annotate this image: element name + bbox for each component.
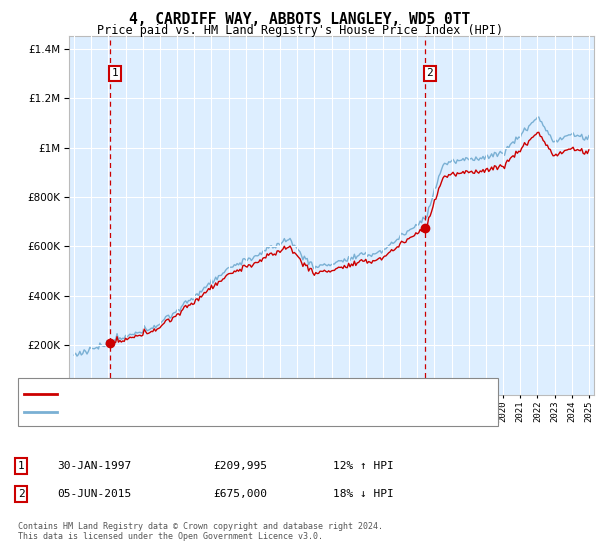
Text: 05-JUN-2015: 05-JUN-2015: [57, 489, 131, 499]
Text: 2: 2: [427, 68, 433, 78]
Text: 4, CARDIFF WAY, ABBOTS LANGLEY, WD5 0TT: 4, CARDIFF WAY, ABBOTS LANGLEY, WD5 0TT: [130, 12, 470, 27]
Text: 30-JAN-1997: 30-JAN-1997: [57, 461, 131, 471]
Text: 12% ↑ HPI: 12% ↑ HPI: [333, 461, 394, 471]
Text: 18% ↓ HPI: 18% ↓ HPI: [333, 489, 394, 499]
Text: Contains HM Land Registry data © Crown copyright and database right 2024.
This d: Contains HM Land Registry data © Crown c…: [18, 522, 383, 542]
Text: 1: 1: [112, 68, 118, 78]
Text: 1: 1: [17, 461, 25, 471]
Text: HPI: Average price, detached house, Three Rivers: HPI: Average price, detached house, Thre…: [63, 407, 363, 417]
Text: £209,995: £209,995: [213, 461, 267, 471]
Text: 2: 2: [17, 489, 25, 499]
Text: Price paid vs. HM Land Registry's House Price Index (HPI): Price paid vs. HM Land Registry's House …: [97, 24, 503, 36]
Text: 4, CARDIFF WAY, ABBOTS LANGLEY, WD5 0TT (detached house): 4, CARDIFF WAY, ABBOTS LANGLEY, WD5 0TT …: [63, 389, 413, 399]
Text: £675,000: £675,000: [213, 489, 267, 499]
